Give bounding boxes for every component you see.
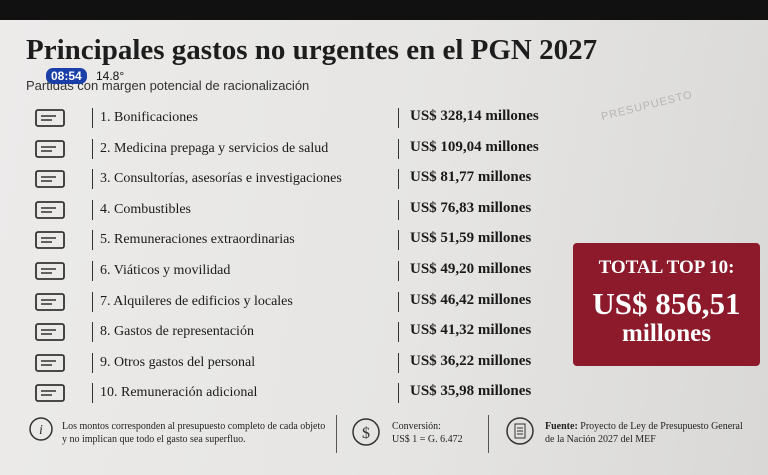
row-icon xyxy=(35,231,65,250)
separator xyxy=(398,199,399,220)
item-label: 5. Remuneraciones extraordinarias xyxy=(100,232,295,248)
row-icon xyxy=(35,292,65,311)
row-icon xyxy=(35,139,65,158)
item-amount: US$ 51,59 millones xyxy=(410,230,532,247)
row-icon xyxy=(35,200,65,219)
separator xyxy=(92,169,93,190)
table-row: 8. Gastos de representación US$ 41,32 mil… xyxy=(30,318,560,346)
conversion-icon: $ xyxy=(352,418,380,446)
table-row: 10. Remuneración adicional US$ 35,98 mill… xyxy=(30,379,560,407)
table-row: 2. Medicina prepaga y servicios de salud… xyxy=(30,135,560,163)
separator xyxy=(398,261,399,281)
title: Principales gastos no urgentes en el PGN… xyxy=(26,34,598,66)
temperature: 14.8° xyxy=(96,69,125,83)
table-row: 5. Remuneraciones extraordinarias US$ 51,… xyxy=(30,226,560,254)
item-amount: US$ 76,83 millones xyxy=(410,199,532,216)
item-label: 2. Medicina prepaga y servicios de salud xyxy=(100,140,329,156)
separator xyxy=(398,230,399,251)
separator xyxy=(92,108,93,128)
stamp: PRESUPUESTO xyxy=(599,88,694,124)
item-label: 9. Otros gastos del personal xyxy=(100,354,256,370)
conversion-label: Conversión: xyxy=(392,421,441,432)
item-amount: US$ 35,98 millones xyxy=(410,383,532,400)
item-amount: US$ 49,20 millones xyxy=(410,261,532,277)
svg-text:$: $ xyxy=(362,425,370,442)
screen: PRESUPUESTO Principales gastos no urgent… xyxy=(0,20,768,475)
table-row: 6. Viáticos y movilidad US$ 49,20 millone… xyxy=(30,257,560,285)
table-row: 1. Bonificaciones US$ 328,14 millones xyxy=(30,104,560,132)
separator xyxy=(92,138,93,159)
item-label: 6. Viáticos y movilidad xyxy=(100,263,231,278)
item-amount: US$ 109,04 millones xyxy=(410,138,539,155)
conversion-rate: US$ 1 = G. 6.472 xyxy=(392,434,463,445)
separator xyxy=(92,322,93,343)
item-amount: US$ 41,32 millones xyxy=(410,322,532,339)
row-icon xyxy=(35,262,65,280)
source-label: Fuente: xyxy=(545,421,578,432)
separator xyxy=(398,322,399,343)
item-amount: US$ 36,22 millones xyxy=(410,352,532,369)
item-label: 8. Gastos de representación xyxy=(100,324,254,340)
row-icon xyxy=(35,353,65,372)
total-amount: US$ 856,51 xyxy=(592,286,741,321)
item-amount: US$ 46,42 millones xyxy=(410,291,532,308)
separator xyxy=(92,383,93,404)
row-icon xyxy=(35,170,65,189)
separator xyxy=(92,261,93,281)
separator xyxy=(488,415,489,453)
conversion: Conversión: US$ 1 = G. 6.472 xyxy=(392,420,463,446)
separator xyxy=(398,291,399,312)
separator xyxy=(398,108,399,128)
total-label: TOTAL TOP 10: xyxy=(598,257,735,278)
info-icon: i xyxy=(29,417,53,441)
row-icon xyxy=(35,109,65,127)
item-label: 7. Alquileres de edificios y locales xyxy=(100,293,293,309)
separator xyxy=(92,352,93,373)
separator xyxy=(398,138,399,159)
table-row: 3. Consultorías, asesorías e investigaci… xyxy=(30,165,560,193)
table-row: 7. Alquileres de edificios y locales US$ … xyxy=(30,288,560,316)
separator xyxy=(92,199,93,220)
separator xyxy=(398,383,399,404)
source: Fuente: Proyecto de Ley de Presupuesto G… xyxy=(545,420,745,446)
item-label: 4. Combustibles xyxy=(100,201,192,217)
row-icon xyxy=(35,323,65,342)
item-amount: US$ 81,77 millones xyxy=(410,169,532,186)
table-row: 9. Otros gastos del personal US$ 36,22 mi… xyxy=(30,349,560,377)
total-box: TOTAL TOP 10: US$ 856,51 millones xyxy=(573,243,760,366)
separator xyxy=(398,352,399,373)
item-label: 3. Consultorías, asesorías e investigaci… xyxy=(100,171,342,187)
source-text: Proyecto de Ley de Presupuesto General d… xyxy=(545,421,743,445)
table-row: 4. Combustibles US$ 76,83 millones xyxy=(30,196,560,224)
separator xyxy=(92,291,93,312)
total-unit: millones xyxy=(622,320,711,347)
separator xyxy=(398,169,399,190)
source-icon xyxy=(506,417,534,445)
separator xyxy=(92,230,93,251)
row-icon xyxy=(35,384,65,403)
item-label: 10. Remuneración adicional xyxy=(100,385,258,401)
item-label: 1. Bonificaciones xyxy=(100,110,198,125)
subtitle: Partidas con margen potencial de raciona… xyxy=(26,78,310,93)
svg-text:i: i xyxy=(39,423,43,438)
clock: 08:54 xyxy=(46,68,87,84)
note: Los montos corresponden al presupuesto c… xyxy=(62,421,326,445)
item-amount: US$ 328,14 millones xyxy=(410,108,539,124)
separator xyxy=(336,415,337,453)
